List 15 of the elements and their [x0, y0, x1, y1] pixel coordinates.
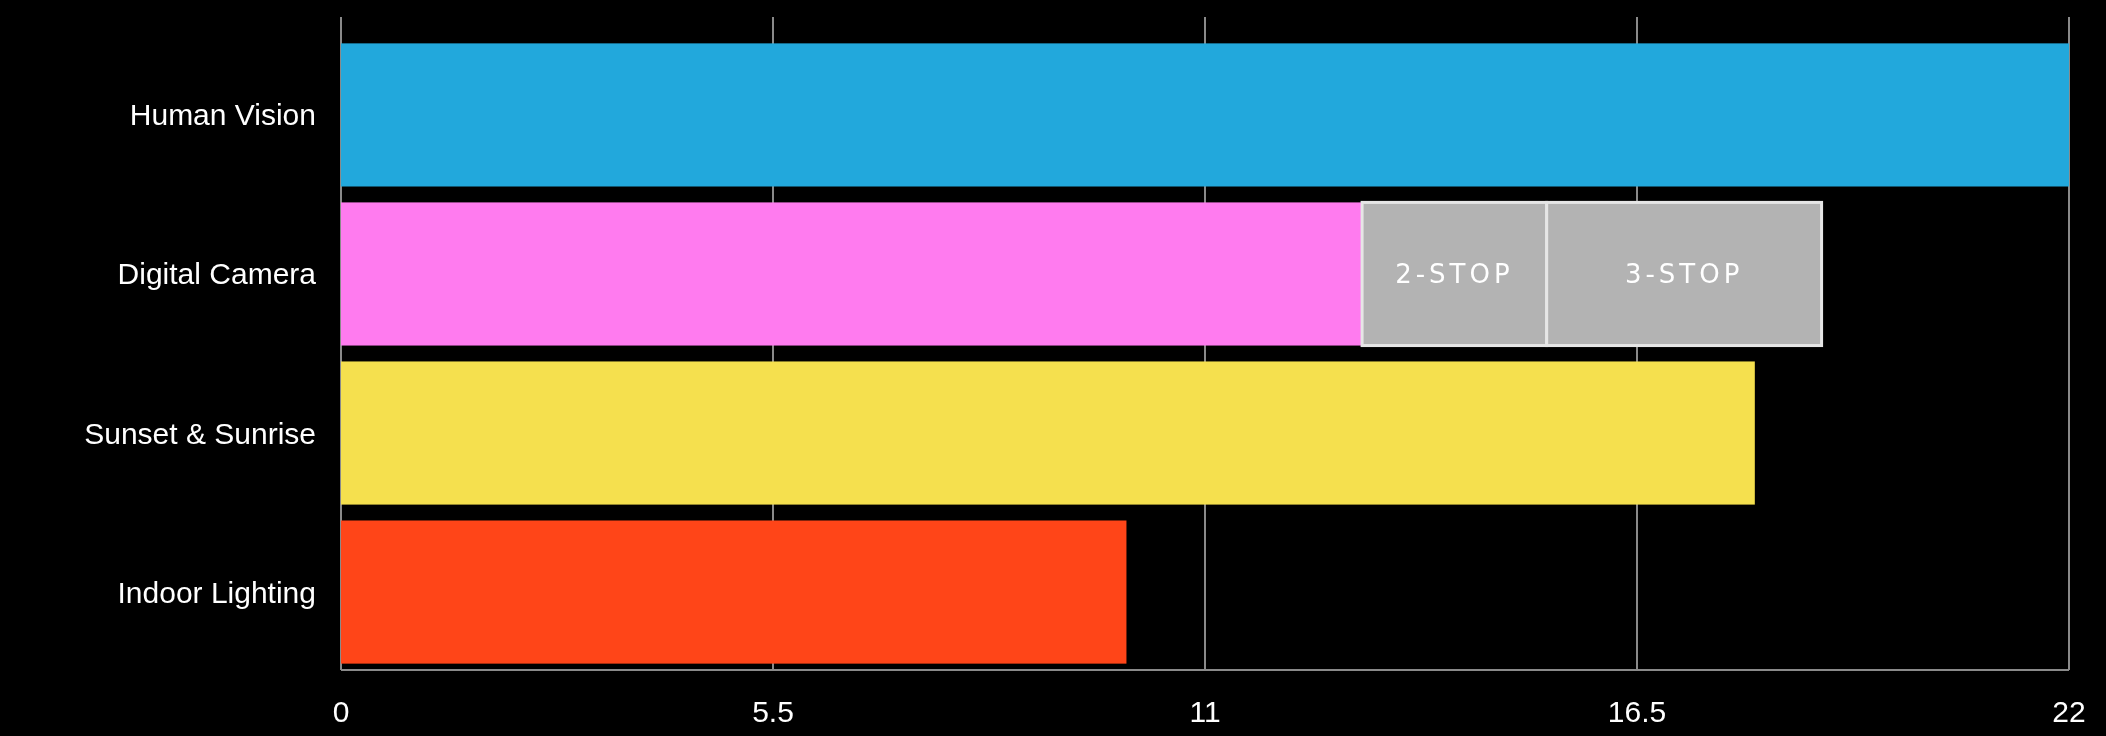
x-tick-label: 22	[2052, 695, 2086, 728]
y-tick-label: Digital Camera	[117, 257, 317, 291]
bar	[341, 361, 1755, 505]
x-tick-label: 16.5	[1607, 695, 1667, 728]
x-tick-label: 0	[332, 695, 350, 728]
series-label: 2-STOP	[1395, 258, 1514, 289]
series-label: 3-STOP	[1624, 258, 1744, 289]
x-tick-label: 11	[1189, 695, 1221, 728]
y-tick-label: Human Vision	[129, 98, 316, 132]
bar	[341, 202, 1363, 346]
bar	[341, 520, 1127, 664]
bar	[341, 43, 2069, 187]
x-tick-label: 5.5	[752, 695, 794, 728]
y-tick-label: Indoor Lighting	[117, 575, 316, 609]
y-tick-label: Sunset & Sunrise	[84, 416, 316, 450]
